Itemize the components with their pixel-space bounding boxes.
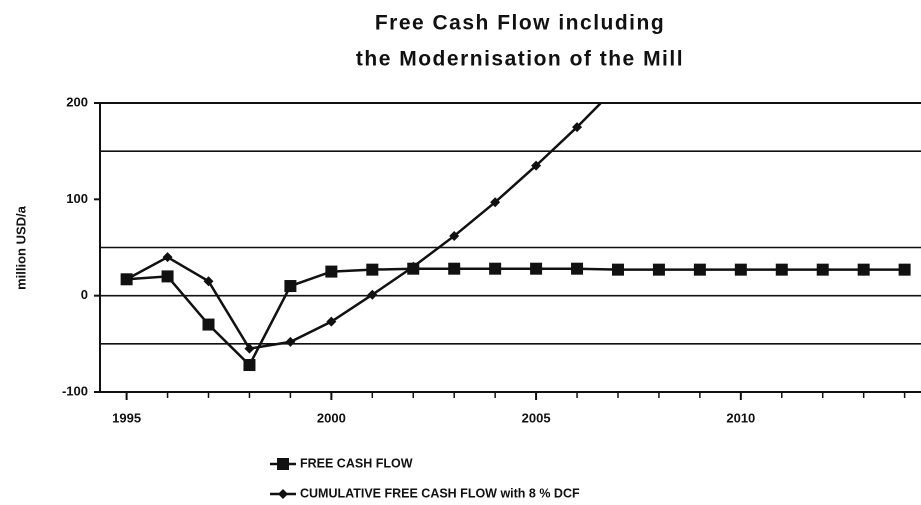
legend-marker <box>278 489 288 499</box>
marker <box>448 262 461 275</box>
marker <box>652 263 665 276</box>
marker <box>490 197 501 208</box>
marker <box>816 263 829 276</box>
y-tick-label: 0 <box>81 287 88 302</box>
marker <box>367 289 378 300</box>
marker <box>121 274 132 285</box>
marker <box>531 160 542 171</box>
x-tick-label: 2010 <box>726 410 755 425</box>
y-axis-label: million USD/a <box>13 205 28 290</box>
legend-label: CUMULATIVE FREE CASH FLOW with 8 % DCF <box>300 486 580 500</box>
marker <box>326 316 337 327</box>
marker <box>572 122 583 133</box>
x-tick-label: 1995 <box>112 410 141 425</box>
series-line <box>126 267 905 368</box>
marker <box>162 252 173 263</box>
marker <box>734 263 747 276</box>
y-tick-label: -100 <box>62 383 88 398</box>
x-tick-label: 2000 <box>317 410 346 425</box>
marker <box>449 230 460 241</box>
marker <box>571 262 584 275</box>
marker <box>202 318 215 331</box>
marker <box>284 280 297 293</box>
marker <box>489 262 502 275</box>
marker <box>611 263 624 276</box>
y-tick-label: 200 <box>66 94 88 109</box>
marker <box>243 359 256 372</box>
marker <box>244 343 255 354</box>
legend-marker <box>277 458 289 470</box>
x-tick-label: 2005 <box>522 410 551 425</box>
plot-area <box>120 81 911 372</box>
marker <box>775 263 788 276</box>
legend-label: FREE CASH FLOW <box>300 456 413 470</box>
marker <box>693 263 706 276</box>
marker <box>325 265 338 278</box>
marker <box>285 336 296 347</box>
marker <box>408 261 419 272</box>
marker <box>161 270 174 283</box>
chart-title: the Modernisation of the Mill <box>356 48 684 71</box>
marker <box>530 262 543 275</box>
marker <box>898 263 911 276</box>
marker <box>613 81 623 91</box>
y-tick-label: 100 <box>66 191 88 206</box>
marker <box>203 276 214 287</box>
series-line <box>126 103 603 351</box>
marker <box>366 263 379 276</box>
marker <box>857 263 870 276</box>
chart-title: Free Cash Flow including <box>375 12 665 35</box>
